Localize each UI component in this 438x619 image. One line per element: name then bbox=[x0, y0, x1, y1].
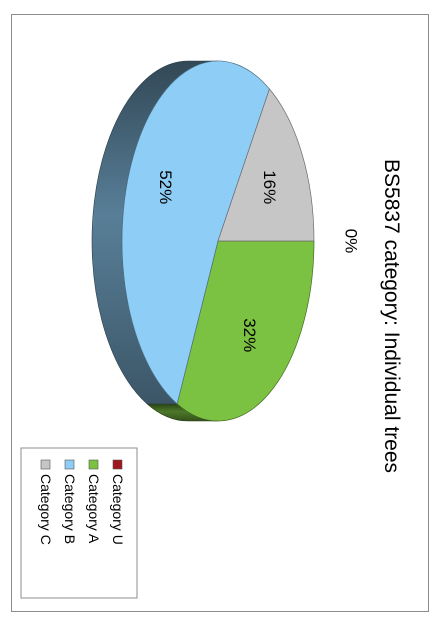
legend-swatch-category-c bbox=[40, 459, 51, 470]
legend-swatch-category-b bbox=[64, 459, 75, 470]
legend-label-category-a: Category A bbox=[86, 474, 102, 544]
legend: Category U Category A Category B Category C bbox=[20, 447, 138, 599]
data-label-category-a: 32% bbox=[240, 318, 259, 352]
pie-plot-area: 0% 32% 52% 16% bbox=[91, 60, 361, 422]
legend-swatch-category-u bbox=[112, 459, 123, 470]
slice-category-c bbox=[217, 88, 315, 242]
legend-label-category-c: Category C bbox=[38, 474, 54, 545]
legend-label-category-b: Category B bbox=[62, 474, 78, 544]
chart-title: BS5837 category: Individual trees bbox=[380, 159, 403, 473]
slice-category-b bbox=[121, 60, 270, 405]
legend-swatch-category-a bbox=[88, 459, 99, 470]
legend-box bbox=[20, 447, 138, 599]
slice-category-a bbox=[176, 240, 315, 422]
data-label-category-c: 16% bbox=[260, 170, 279, 204]
data-label-category-u: 0% bbox=[342, 229, 361, 254]
data-label-category-b: 52% bbox=[156, 170, 175, 204]
legend-label-category-u: Category U bbox=[110, 474, 126, 545]
